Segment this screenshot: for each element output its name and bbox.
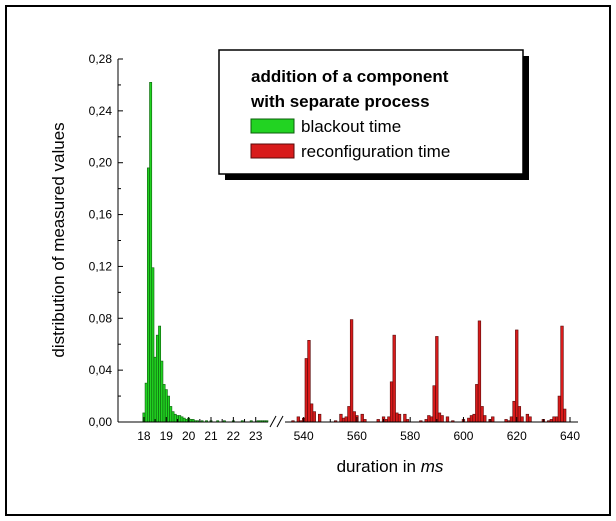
x-tick-label: 620 (507, 429, 527, 443)
bar-blackout (158, 325, 162, 423)
legend-swatch-blackout (250, 118, 295, 134)
x-tick-label: 19 (160, 429, 174, 443)
bar-reconfiguration (387, 416, 391, 423)
bar-reconfiguration (467, 417, 471, 423)
y-tick-label: 0,24 (89, 104, 113, 118)
bar-reconfiguration (557, 395, 561, 423)
bar-reconfiguration (347, 406, 351, 423)
y-tick-label: 0,20 (89, 156, 113, 170)
bar-reconfiguration (435, 336, 439, 423)
bar-blackout (182, 417, 186, 423)
y-tick-label: 0,08 (89, 311, 113, 325)
bar-blackout (160, 360, 164, 423)
x-tick-label: 560 (347, 429, 367, 443)
bar-reconfiguration (312, 411, 316, 423)
bar-reconfiguration (512, 400, 516, 423)
bar-reconfiguration (491, 416, 495, 423)
bar-blackout (155, 334, 159, 423)
bar-blackout (171, 411, 175, 423)
axis-break-mark (269, 415, 277, 428)
bar-reconfiguration (437, 412, 442, 423)
bar-reconfiguration (307, 340, 311, 423)
bar-reconfiguration (389, 381, 394, 423)
bar-reconfiguration (392, 334, 396, 423)
bar-reconfiguration (480, 406, 484, 423)
bar-reconfiguration (552, 416, 556, 423)
bar-blackout (149, 82, 153, 423)
bar-reconfiguration (317, 413, 322, 423)
x-tick-label: 640 (560, 429, 580, 443)
x-tick-label: 20 (182, 429, 196, 443)
x-tick-label: 23 (249, 429, 263, 443)
y-axis-title: distribution of measured values (49, 122, 68, 357)
y-tick-label: 0,28 (89, 52, 113, 66)
bar-reconfiguration (477, 320, 482, 423)
bar-blackout (162, 384, 166, 423)
bar-reconfiguration (309, 403, 314, 423)
bar-reconfiguration (563, 408, 567, 423)
ticks-layer: 0,00 0,04 0,08 0,12 0,16 0,20 0,24 0,28 18 19 20 21… (89, 52, 581, 443)
bar-blackout (153, 356, 157, 423)
bar-blackout (167, 395, 170, 423)
bar-blackout (173, 413, 177, 423)
bar-blackout (169, 406, 173, 423)
bar-reconfiguration (528, 416, 532, 423)
x-tick-label: 18 (137, 429, 151, 443)
bar-reconfiguration (483, 415, 487, 423)
bar-blackout (180, 416, 184, 423)
x-axis-title-text: duration in (337, 457, 421, 476)
bar-blackout (144, 382, 148, 423)
x-axis-title: duration in ms (337, 457, 444, 476)
bar-reconfiguration (304, 358, 308, 423)
y-tick-label: 0,16 (89, 208, 113, 222)
y-tick-label: 0,12 (89, 259, 113, 273)
bar-reconfiguration (515, 329, 519, 423)
bar-reconfiguration (509, 416, 514, 423)
bar-blackout (146, 167, 150, 423)
bar-reconfiguration (445, 416, 450, 423)
bar-reconfiguration (427, 415, 431, 423)
x-tick-label: 22 (227, 429, 241, 443)
bar-reconfiguration (429, 416, 434, 423)
bar-reconfiguration (475, 384, 479, 423)
bar-reconfiguration (520, 416, 524, 423)
y-tick-label: 0,00 (89, 415, 113, 429)
bar-reconfiguration (344, 416, 348, 423)
x-tick-label: 540 (294, 429, 314, 443)
bar-reconfiguration (525, 413, 530, 423)
bar-reconfiguration (395, 412, 399, 423)
legend-label-blackout: blackout time (301, 117, 401, 136)
bar-reconfiguration (360, 413, 364, 423)
bar-reconfiguration (403, 413, 407, 423)
bar-reconfiguration (469, 415, 474, 423)
bar-reconfiguration (440, 415, 444, 423)
bar-blackout (151, 267, 155, 423)
bar-reconfiguration (296, 416, 300, 423)
x-tick-label: 600 (453, 429, 473, 443)
bar-reconfiguration (472, 413, 476, 423)
bar-blackout (178, 415, 182, 423)
legend-label-reconfiguration: reconfiguration time (301, 142, 450, 161)
bar-reconfiguration (555, 416, 559, 423)
bar-reconfiguration (341, 417, 346, 423)
y-tick-label: 0,04 (89, 363, 113, 377)
axis-break-mark (276, 415, 284, 428)
x-tick-label: 580 (400, 429, 420, 443)
legend-swatch-reconfiguration (250, 143, 295, 159)
bar-reconfiguration (349, 319, 354, 423)
bar-reconfiguration (560, 325, 564, 423)
x-axis-title-unit: ms (421, 457, 444, 476)
legend: addition of a component with separate pr… (218, 49, 529, 180)
legend-title-line2: with separate process (250, 92, 430, 111)
bar-reconfiguration (397, 413, 402, 423)
x-tick-label: 21 (204, 429, 218, 443)
bar-reconfiguration (352, 411, 356, 423)
bar-reconfiguration (339, 413, 343, 423)
bar-reconfiguration (517, 406, 522, 423)
bar-reconfiguration (432, 385, 436, 423)
legend-title-line1: addition of a component (251, 67, 449, 86)
